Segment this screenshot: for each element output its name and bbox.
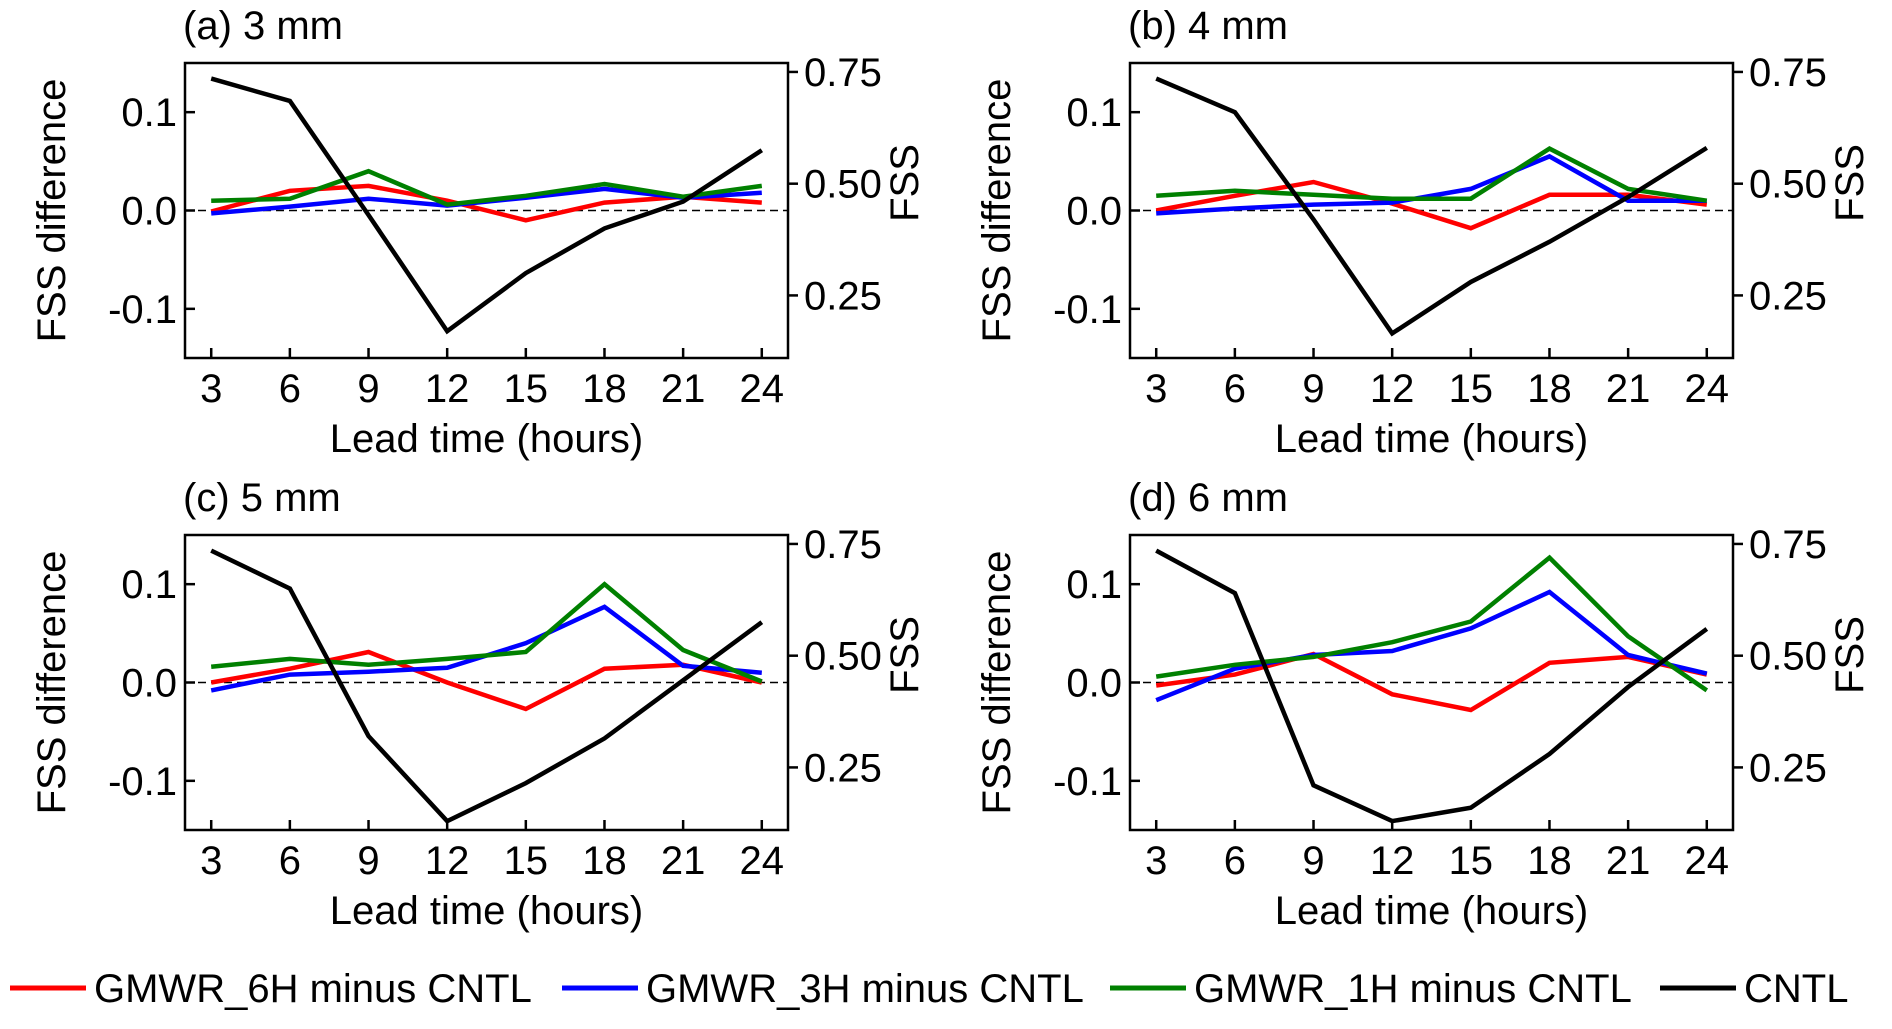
x-tick-label: 21: [1606, 839, 1651, 883]
y-left-axis-label: FSS difference: [975, 79, 1019, 343]
y-right-tick-label: 0.50: [804, 635, 882, 679]
y-left-tick-label: 0.0: [121, 662, 177, 706]
x-tick-label: 3: [1145, 367, 1167, 411]
panels: 3 6 9 12 15 18 21 24 -0.1 0.0 0.1 0.25 0.50 0.75 (a) 3…: [30, 4, 1872, 933]
y-left-tick-label: 0.1: [1066, 91, 1122, 135]
legend-label-3: CNTL: [1744, 967, 1848, 1011]
y-right-tick-label: 0.25: [1749, 746, 1827, 790]
x-tick-label: 24: [1685, 367, 1730, 411]
series-line-gmwr-1h-minus-cntl: [211, 168, 763, 207]
x-tick-label: 9: [1302, 367, 1324, 411]
x-tick-label: 18: [1527, 367, 1572, 411]
x-tick-label: 9: [357, 839, 379, 883]
y-right-axis-label: FSS: [883, 144, 927, 222]
y-right-tick-label: 0.75: [804, 523, 882, 567]
series-line-cntl: [210, 76, 764, 335]
y-left-tick-label: 0.0: [1066, 190, 1122, 234]
series-line-gmwr-3h-minus-cntl: [1156, 153, 1707, 216]
x-axis-label: Lead time (hours): [330, 417, 643, 461]
y-right-tick-label: 0.75: [804, 51, 882, 95]
x-tick-label: 12: [425, 367, 470, 411]
y-right-tick-label: 0.75: [1749, 51, 1827, 95]
series-line-gmwr-1h-minus-cntl: [210, 581, 763, 684]
x-tick-label: 21: [661, 367, 706, 411]
y-right-axis-label: FSS: [1828, 616, 1872, 694]
panel-a: 3 6 9 12 15 18 21 24 -0.1 0.0 0.1 0.25 0.50 0.75 (a) 3…: [30, 4, 927, 461]
y-left-axis-label: FSS difference: [30, 551, 74, 815]
x-axis-label: Lead time (hours): [1275, 417, 1588, 461]
x-tick-label: 21: [661, 839, 706, 883]
x-tick-label: 21: [1606, 367, 1651, 411]
y-left-tick-label: -0.1: [1053, 760, 1122, 804]
series-line-gmwr-3h-minus-cntl: [1155, 589, 1708, 703]
y-right-axis-label: FSS: [1828, 144, 1872, 222]
y-right-tick-label: 0.75: [1749, 523, 1827, 567]
x-tick-label: 3: [200, 367, 222, 411]
legend: GMWR_6H minus CNTL GMWR_3H minus CNTL GMWR…: [10, 967, 1848, 1011]
y-right-tick-label: 0.50: [804, 163, 882, 207]
y-left-tick-label: -0.1: [1053, 288, 1122, 332]
panel-title: (b) 4 mm: [1128, 4, 1288, 48]
x-tick-label: 9: [357, 367, 379, 411]
series-line-gmwr-1h-minus-cntl: [1156, 146, 1708, 203]
y-right-tick-label: 0.25: [1749, 274, 1827, 318]
legend-label-1: GMWR_3H minus CNTL: [646, 967, 1084, 1011]
x-tick-label: 24: [740, 367, 785, 411]
x-tick-label: 9: [1302, 839, 1324, 883]
legend-label-2: GMWR_1H minus CNTL: [1194, 967, 1632, 1011]
x-tick-label: 18: [582, 839, 627, 883]
y-right-tick-label: 0.50: [1749, 163, 1827, 207]
x-tick-label: 6: [279, 839, 301, 883]
x-tick-label: 18: [582, 367, 627, 411]
x-axis-label: Lead time (hours): [330, 889, 643, 933]
x-tick-label: 15: [1449, 367, 1494, 411]
x-tick-label: 6: [279, 367, 301, 411]
x-tick-label: 6: [1224, 367, 1246, 411]
x-tick-label: 15: [1449, 839, 1494, 883]
panel-b: 3 6 9 12 15 18 21 24 -0.1 0.0 0.1 0.25 0.50 0.75 (b) 4…: [975, 4, 1872, 461]
y-left-tick-label: 0.1: [121, 91, 177, 135]
x-tick-label: 18: [1527, 839, 1572, 883]
y-left-tick-label: 0.1: [121, 563, 177, 607]
x-tick-label: 6: [1224, 839, 1246, 883]
panel-title: (d) 6 mm: [1128, 476, 1288, 520]
x-tick-label: 24: [1685, 839, 1730, 883]
y-left-tick-label: 0.0: [1066, 662, 1122, 706]
y-left-tick-label: -0.1: [108, 288, 177, 332]
y-left-tick-label: 0.0: [121, 190, 177, 234]
series-line-gmwr-6h-minus-cntl: [1155, 651, 1708, 713]
y-right-tick-label: 0.25: [804, 274, 882, 318]
series-line-cntl: [1155, 76, 1708, 337]
x-tick-label: 3: [200, 839, 222, 883]
panel-d: 3 6 9 12 15 18 21 24 -0.1 0.0 0.1 0.25 0.50 0.75 (d) 6…: [975, 476, 1872, 933]
x-tick-label: 12: [1370, 367, 1415, 411]
series-line-gmwr-6h-minus-cntl: [210, 649, 763, 712]
y-right-tick-label: 0.50: [1749, 635, 1827, 679]
panel-c: 3 6 9 12 15 18 21 24 -0.1 0.0 0.1 0.25 0.50 0.75 (c) 5…: [30, 476, 927, 933]
x-tick-label: 3: [1145, 839, 1167, 883]
x-tick-label: 24: [740, 839, 785, 883]
y-left-axis-label: FSS difference: [30, 79, 74, 343]
y-left-axis-label: FSS difference: [975, 551, 1019, 815]
y-right-axis-label: FSS: [883, 616, 927, 694]
series-line-gmwr-1h-minus-cntl: [1155, 554, 1709, 693]
x-tick-label: 15: [504, 839, 549, 883]
x-tick-label: 15: [504, 367, 549, 411]
series-line-cntl: [1155, 548, 1709, 824]
x-axis-label: Lead time (hours): [1275, 889, 1588, 933]
x-tick-label: 12: [425, 839, 470, 883]
y-right-tick-label: 0.25: [804, 746, 882, 790]
panel-title: (c) 5 mm: [183, 476, 341, 520]
panel-title: (a) 3 mm: [183, 4, 343, 48]
legend-label-0: GMWR_6H minus CNTL: [94, 967, 532, 1011]
x-tick-label: 12: [1370, 839, 1415, 883]
y-left-tick-label: -0.1: [108, 760, 177, 804]
series-line-cntl: [210, 548, 764, 824]
y-left-tick-label: 0.1: [1066, 563, 1122, 607]
